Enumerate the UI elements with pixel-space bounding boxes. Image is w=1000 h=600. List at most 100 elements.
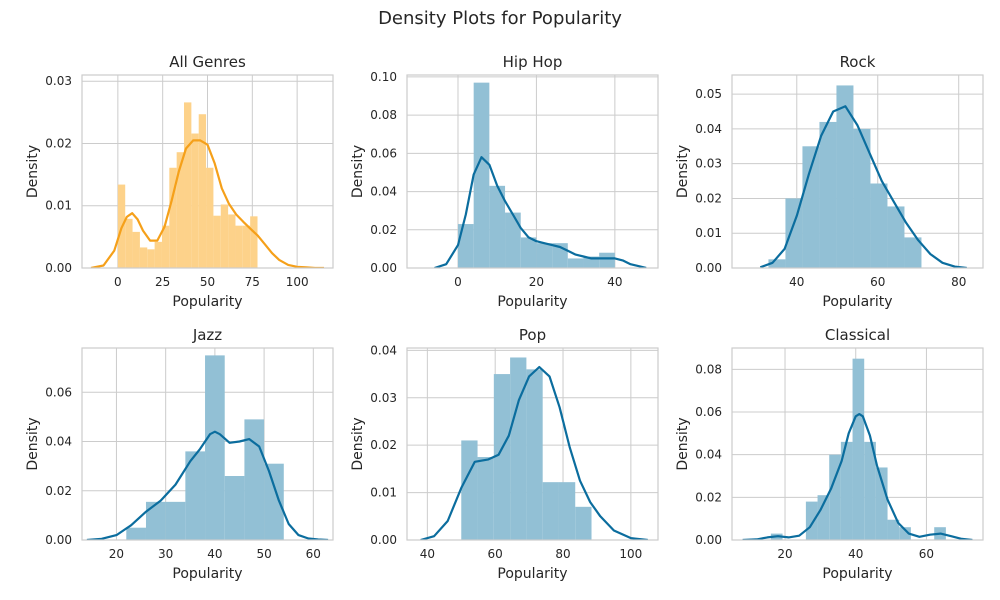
density-line-rock	[759, 105, 967, 268]
y-tick-label: 0.08	[370, 108, 397, 122]
plot-frame	[406, 347, 659, 541]
x-axis-label: Popularity	[497, 566, 567, 582]
y-tick-label: 0.02	[695, 490, 722, 504]
histogram-bar	[250, 216, 258, 268]
x-axis-label: Popularity	[822, 566, 892, 582]
histogram-bar	[205, 355, 225, 540]
x-tick-label: 60	[488, 547, 503, 561]
x-tick-label: 40	[420, 547, 435, 561]
density-line-all-genres	[90, 139, 324, 268]
y-tick-label: 0.00	[45, 261, 72, 275]
histogram-bar	[477, 457, 494, 540]
plot-frame	[81, 347, 334, 541]
subplot-title: All Genres	[169, 53, 246, 71]
y-tick-label: 0.04	[45, 435, 72, 449]
histogram-bar	[161, 225, 170, 268]
histogram-bar	[145, 501, 166, 540]
x-tick-label: 20	[529, 275, 544, 289]
histogram-bar	[870, 183, 888, 268]
histogram-jazz	[126, 355, 284, 540]
subplot-title: Rock	[840, 53, 876, 71]
histogram-bar	[768, 259, 786, 268]
subplot-classical: 20 40 60 0.00 0.02 0.04 0.06 0.08 Popularity Dens…	[675, 326, 984, 582]
x-tick-label: 20	[109, 547, 124, 561]
y-axis-label: Density	[675, 145, 691, 198]
y-tick-label: 0.03	[45, 74, 72, 88]
histogram-bar	[785, 198, 803, 268]
plot-frame	[406, 74, 659, 269]
histogram-bar	[242, 225, 251, 268]
y-tick-label: 0.04	[370, 343, 397, 357]
plot-frame	[731, 74, 984, 269]
histogram-bar	[154, 241, 162, 268]
histogram-bar	[904, 237, 922, 268]
y-tick-label: 0.00	[45, 533, 72, 547]
subplot-title: Hip Hop	[503, 53, 563, 71]
y-tick-label: 0.01	[45, 199, 72, 213]
y-tick-label: 0.08	[695, 362, 722, 376]
histogram-bar	[213, 215, 221, 268]
histogram-bar	[526, 369, 543, 540]
x-axis-label: Popularity	[822, 294, 892, 310]
y-tick-label: 0.02	[45, 136, 72, 150]
histogram-bar	[489, 185, 506, 268]
x-tick-label: 40	[207, 547, 222, 561]
subplot-title: Jazz	[192, 326, 222, 344]
density-line-hip-hop	[434, 156, 647, 268]
histogram-bar	[899, 527, 911, 540]
histogram-bar	[457, 224, 474, 268]
x-tick-label: 50	[256, 547, 271, 561]
y-tick-label: 0.01	[370, 486, 397, 500]
subplot-rock: 40 60 80 0.00 0.01 0.02 0.03 0.04 0.05 Popularity…	[675, 53, 984, 310]
y-tick-label: 0.10	[370, 70, 397, 84]
histogram-bar	[126, 527, 146, 540]
y-tick-label: 0.02	[370, 438, 397, 452]
histogram-bar	[235, 225, 243, 268]
histogram-bar	[473, 82, 490, 268]
histogram-bar	[558, 482, 576, 540]
histogram-bar	[191, 133, 199, 268]
y-tick-label: 0.00	[695, 533, 722, 547]
histogram-bar	[887, 206, 905, 268]
subplot-pop: 40 60 80 100 0.00 0.01 0.02 0.03 0.04 Popularity D…	[350, 326, 659, 582]
histogram-bar	[817, 495, 830, 540]
x-tick-label: 40	[607, 275, 622, 289]
y-tick-label: 0.02	[45, 484, 72, 498]
x-tick-label: 50	[200, 275, 215, 289]
histogram-all-genres	[117, 102, 258, 268]
histogram-rock	[768, 85, 922, 268]
histogram-bar	[567, 258, 584, 268]
histogram-hip-hop	[457, 82, 615, 268]
y-tick-label: 0.06	[370, 146, 397, 160]
y-tick-label: 0.00	[370, 533, 397, 547]
density-line-pop	[420, 365, 648, 540]
histogram-bar	[802, 146, 820, 268]
x-tick-label: 30	[158, 547, 173, 561]
histogram-bar	[206, 167, 214, 268]
x-tick-label: 60	[870, 275, 885, 289]
histogram-bar	[852, 358, 865, 540]
y-axis-label: Density	[350, 417, 366, 470]
histogram-bar	[887, 519, 900, 540]
histogram-bar	[575, 506, 592, 540]
histogram-bar	[819, 121, 837, 268]
x-tick-label: 40	[848, 547, 863, 561]
density-line-jazz	[86, 430, 329, 540]
histogram-bar	[853, 128, 871, 268]
histogram-bar	[184, 102, 192, 268]
x-tick-label: 75	[245, 275, 260, 289]
x-tick-label: 80	[951, 275, 966, 289]
x-tick-label: 60	[919, 547, 934, 561]
subplot-hip-hop: 0 20 40 0.00 0.02 0.04 0.06 0.08 0.10 Popularity D…	[350, 53, 659, 310]
subplot-title: Pop	[519, 326, 546, 344]
histogram-bar	[125, 218, 133, 268]
plot-frame	[731, 347, 984, 541]
histogram-bar	[224, 476, 245, 540]
histogram-bar	[176, 152, 185, 268]
y-axis-label: Density	[25, 417, 41, 470]
histogram-bar	[542, 482, 559, 540]
histogram-classical	[770, 358, 946, 540]
x-tick-label: 100	[286, 275, 309, 289]
